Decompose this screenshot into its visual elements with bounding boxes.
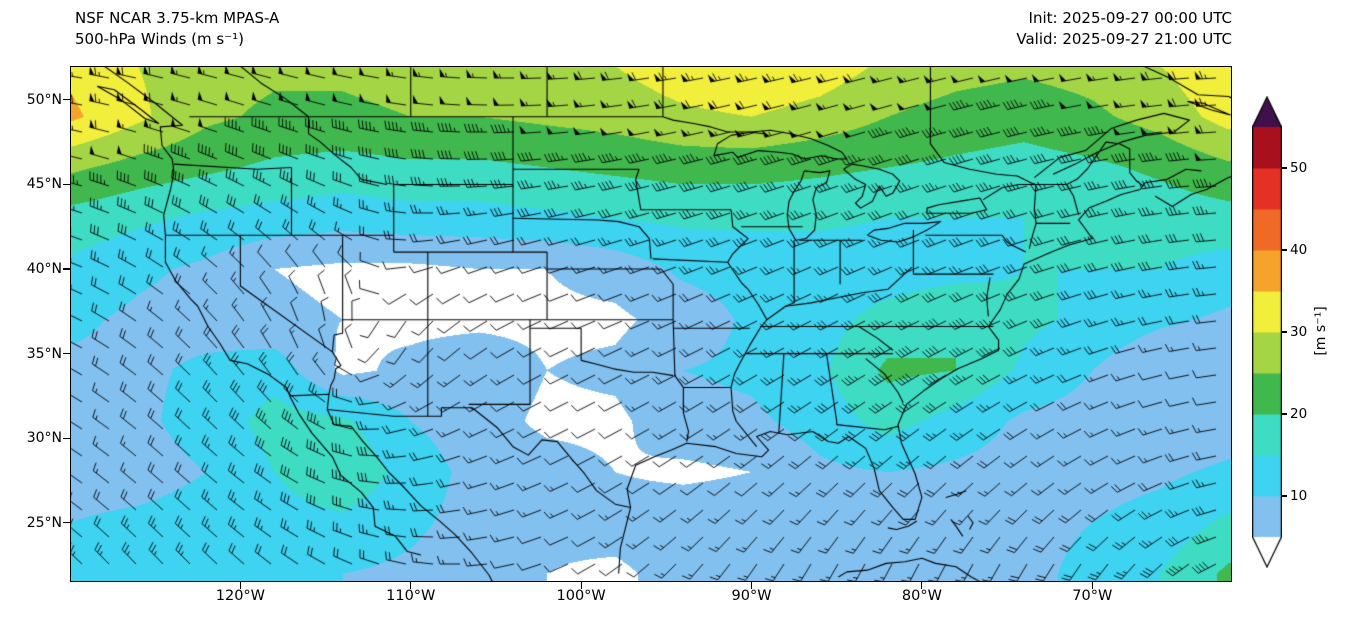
chart-subtitle: 500-hPa Winds (m s⁻¹): [75, 30, 244, 48]
y-tick-mark: [63, 99, 70, 101]
colorbar-tick-label: 10: [1290, 488, 1308, 504]
y-tick-mark: [63, 268, 70, 270]
y-tick-mark: [63, 437, 70, 439]
x-tick-mark: [580, 582, 582, 589]
y-tick-label: 35°N: [26, 345, 62, 362]
chart-title: NSF NCAR 3.75-km MPAS-A: [75, 9, 280, 27]
wind-map-canvas: [70, 66, 1232, 582]
init-time: Init: 2025-09-27 00:00 UTC: [1028, 9, 1232, 27]
x-tick-mark: [921, 582, 923, 589]
colorbar-tick-label: 40: [1290, 242, 1308, 258]
colorbar-tick-label: 50: [1290, 160, 1308, 176]
colorbar-tick-mark: [1282, 167, 1287, 169]
x-tick-mark: [410, 582, 412, 589]
y-tick-label: 50°N: [26, 91, 62, 108]
title-block: NSF NCAR 3.75-km MPAS-A 500-hPa Winds (m…: [75, 8, 279, 50]
x-tick-label: 80°W: [901, 588, 942, 604]
y-tick-mark: [63, 353, 70, 355]
y-tick-label: 45°N: [26, 176, 62, 193]
colorbar-tick-mark: [1282, 413, 1287, 415]
x-tick-mark: [239, 582, 241, 589]
y-tick-label: 30°N: [26, 430, 62, 447]
colorbar-tick-mark: [1282, 249, 1287, 251]
valid-time: Valid: 2025-09-27 21:00 UTC: [1016, 30, 1232, 48]
x-tick-label: 110°W: [386, 588, 436, 604]
x-tick-label: 100°W: [556, 588, 606, 604]
x-tick-mark: [1091, 582, 1093, 589]
colorbar-tick-mark: [1282, 331, 1287, 333]
colorbar-label: [m s⁻¹]: [1313, 306, 1329, 356]
x-tick-mark: [750, 582, 753, 589]
colorbar-tick-label: 20: [1290, 406, 1308, 422]
y-tick-mark: [63, 522, 70, 524]
time-block: Init: 2025-09-27 00:00 UTC Valid: 2025-0…: [1016, 8, 1232, 50]
y-tick-label: 40°N: [26, 261, 62, 278]
colorbar-tick-label: 30: [1290, 324, 1308, 340]
x-tick-label: 70°W: [1072, 588, 1113, 604]
colorbar-tick-mark: [1282, 495, 1287, 497]
x-tick-label: 120°W: [215, 588, 266, 604]
x-tick-label: 90°W: [731, 588, 772, 604]
y-tick-mark: [63, 183, 70, 185]
y-tick-label: 25°N: [26, 514, 62, 531]
colorbar: [1252, 96, 1282, 568]
